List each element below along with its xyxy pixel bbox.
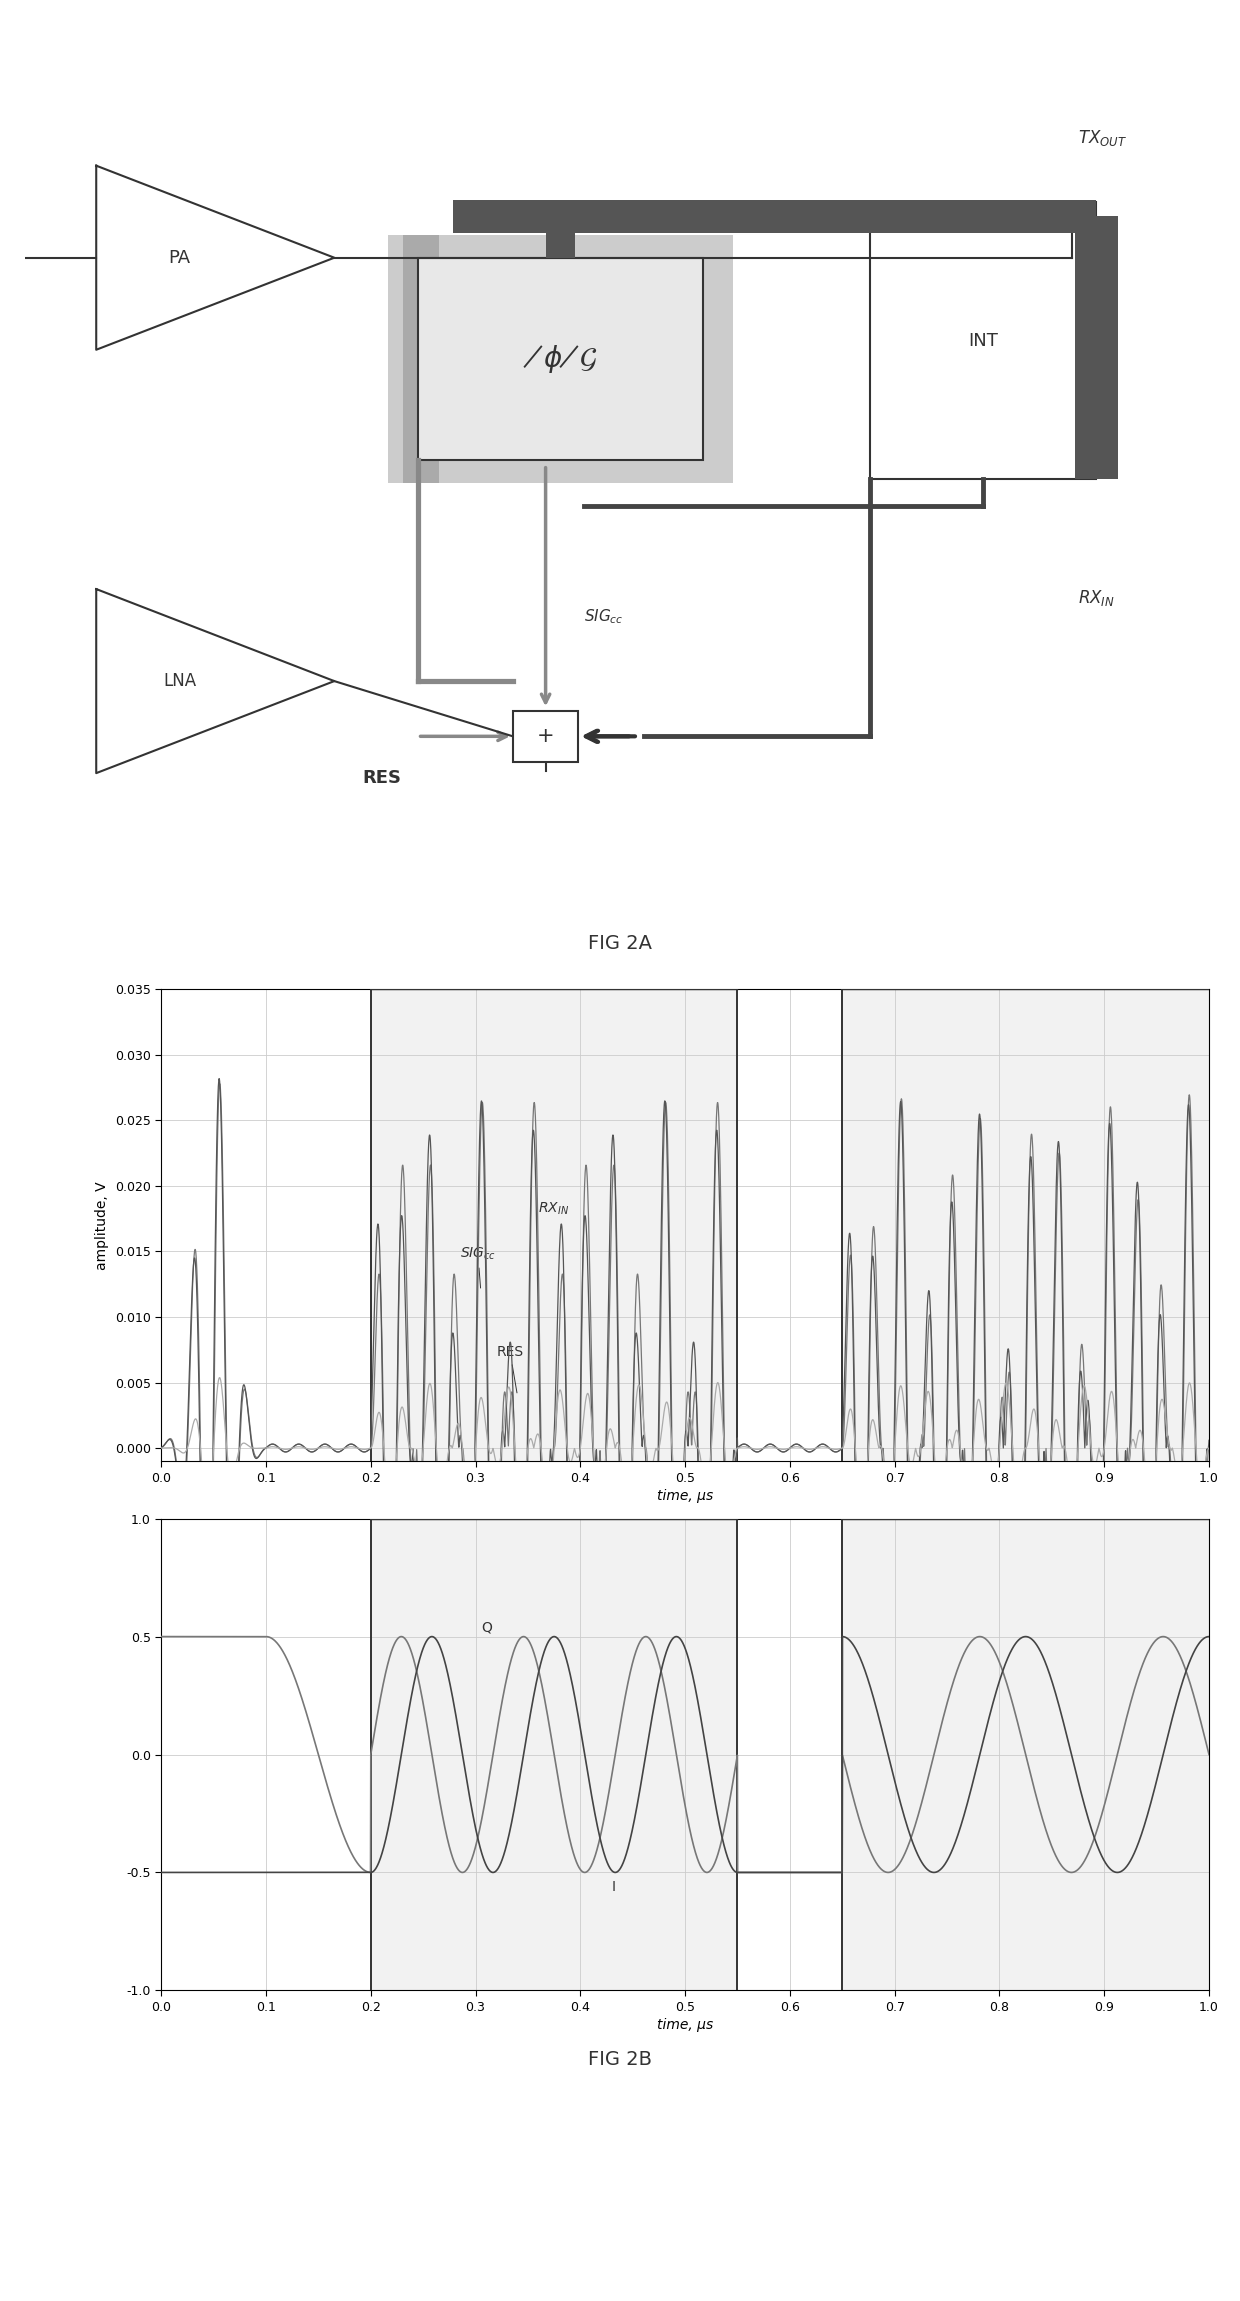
Bar [388, 235, 733, 483]
Bar [1075, 216, 1117, 479]
Bar [403, 235, 439, 483]
Text: RES: RES [362, 769, 402, 787]
Bar [870, 202, 1096, 479]
Bar [454, 200, 1096, 232]
Bar [513, 711, 578, 762]
Text: $RX_{IN}$: $RX_{IN}$ [1079, 589, 1115, 607]
Text: $SIG_{cc}$: $SIG_{cc}$ [460, 1247, 496, 1289]
Text: FIG 2A: FIG 2A [588, 934, 652, 953]
Text: RES: RES [496, 1346, 523, 1392]
Text: Q: Q [481, 1620, 491, 1636]
Polygon shape [97, 589, 335, 773]
Text: $TX_{OUT}$: $TX_{OUT}$ [1079, 129, 1127, 147]
Y-axis label: amplitude, V: amplitude, V [95, 1180, 109, 1270]
Bar [842, 989, 1209, 1461]
Bar [546, 216, 575, 258]
Bar [371, 1519, 738, 1990]
Text: $\not\phi$  $\not\mathcal{G}$: $\not\phi$ $\not\mathcal{G}$ [523, 343, 598, 375]
Text: FIG 2B: FIG 2B [588, 2050, 652, 2069]
Text: LNA: LNA [162, 672, 196, 690]
Bar [842, 1519, 1209, 1990]
Text: PA: PA [169, 249, 191, 267]
X-axis label: time, μs: time, μs [657, 1489, 713, 1503]
Text: $SIG_{cc}$: $SIG_{cc}$ [584, 607, 624, 626]
Text: INT: INT [968, 331, 998, 350]
Text: $B_{CC}$: $B_{CC}$ [715, 212, 745, 230]
Text: I: I [611, 1880, 616, 1894]
Bar [371, 989, 738, 1461]
Text: $RX_{IN}$: $RX_{IN}$ [538, 1201, 569, 1217]
Text: +: + [537, 727, 554, 746]
X-axis label: time, μs: time, μs [657, 2018, 713, 2032]
Bar [418, 258, 703, 460]
Polygon shape [97, 166, 335, 350]
